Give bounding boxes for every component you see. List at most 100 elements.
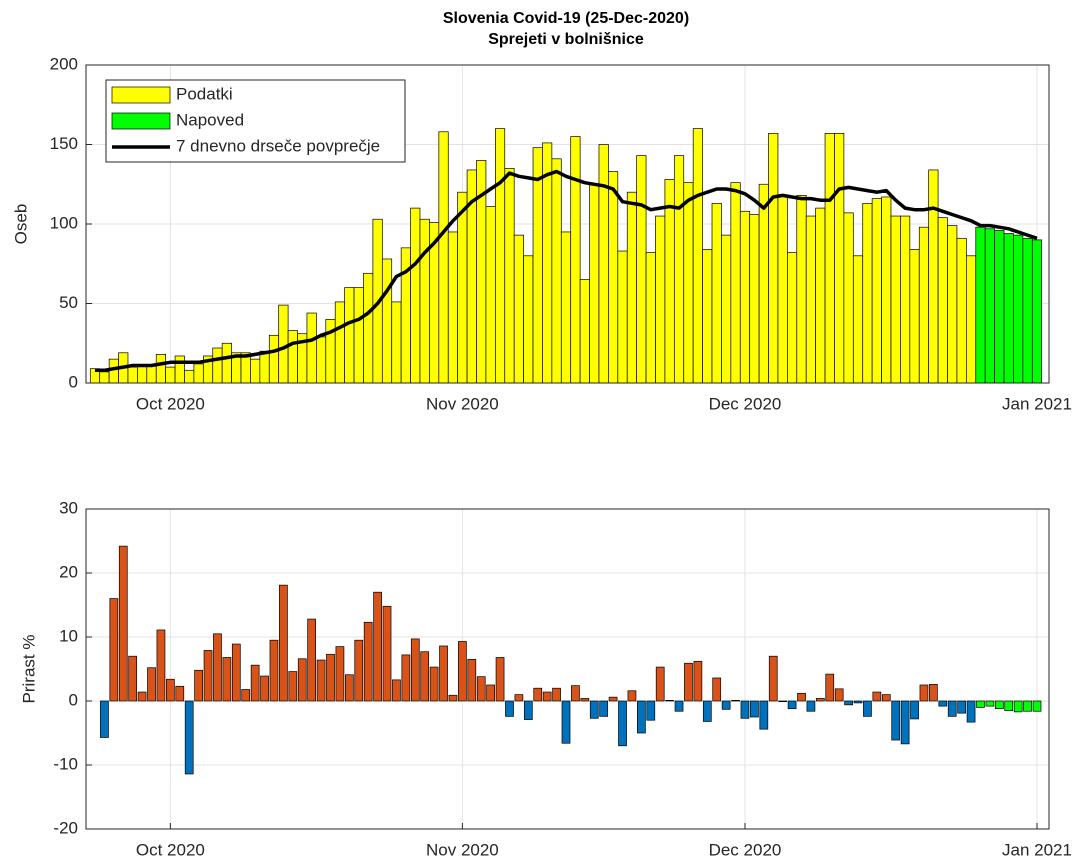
- y-tick-label: 100: [50, 213, 78, 232]
- bar: [618, 700, 627, 747]
- bar: [777, 195, 788, 384]
- x-tick-label: Oct 2020: [136, 394, 205, 413]
- bar: [702, 249, 713, 384]
- bar: [598, 144, 609, 384]
- bar: [965, 255, 977, 384]
- bar: [447, 231, 459, 384]
- bar: [495, 128, 506, 384]
- bar: [476, 676, 486, 702]
- bar: [570, 136, 581, 384]
- bar: [1004, 700, 1014, 711]
- bar: [740, 700, 750, 719]
- x-tick-label: Jan 2021: [1002, 840, 1072, 859]
- bar: [937, 217, 948, 384]
- bar: [542, 691, 552, 702]
- bar: [749, 214, 760, 384]
- bar: [918, 226, 930, 384]
- bar: [1022, 237, 1033, 384]
- bar: [599, 700, 609, 717]
- bar: [985, 700, 995, 707]
- bar: [674, 700, 684, 712]
- bar: [363, 621, 373, 702]
- bar: [758, 183, 769, 384]
- bar: [560, 231, 572, 384]
- bar: [872, 691, 882, 702]
- bar: [203, 650, 213, 702]
- bar: [938, 700, 948, 707]
- bar: [739, 210, 751, 384]
- bar: [165, 366, 176, 384]
- bar: [373, 591, 382, 702]
- bar: [957, 700, 966, 714]
- bar: [213, 633, 222, 702]
- bar: [146, 365, 157, 384]
- bar: [844, 700, 853, 706]
- plot-area: [86, 509, 1049, 829]
- bar: [307, 618, 317, 702]
- bar: [221, 342, 232, 384]
- bar: [778, 700, 788, 702]
- bar: [1031, 239, 1043, 384]
- bar: [363, 272, 374, 384]
- bar: [193, 363, 204, 384]
- bar: [1003, 233, 1014, 384]
- bar: [750, 700, 759, 718]
- bar: [608, 696, 618, 702]
- y-tick-label: 0: [69, 690, 78, 709]
- bar: [683, 182, 694, 384]
- x-tick-label: Nov 2020: [426, 840, 499, 859]
- bar: [721, 234, 732, 384]
- bar: [768, 655, 778, 702]
- chart-subtitle: Sprejeti v bolnišnice: [488, 31, 644, 48]
- x-tick-label: Oct 2020: [136, 840, 205, 859]
- bar: [956, 237, 967, 384]
- bar: [495, 657, 505, 702]
- bar: [702, 700, 712, 722]
- x-tick-label: Dec 2020: [709, 394, 782, 413]
- bar: [891, 700, 901, 741]
- bar: [533, 687, 543, 702]
- bar: [645, 252, 656, 384]
- bar: [128, 655, 138, 702]
- bar: [401, 654, 411, 702]
- y-tick-label: 200: [50, 54, 78, 73]
- bar: [1023, 700, 1032, 712]
- bar: [825, 673, 835, 702]
- x-tick-label: Jan 2021: [1002, 394, 1072, 413]
- bar: [194, 669, 203, 702]
- bar: [268, 334, 280, 384]
- bar: [843, 212, 854, 384]
- bar: [862, 202, 873, 384]
- bar: [316, 659, 326, 702]
- bar: [693, 660, 703, 702]
- bar: [486, 684, 495, 702]
- bar: [354, 639, 364, 702]
- bar: [269, 639, 279, 702]
- bar: [627, 690, 637, 702]
- bar: [928, 169, 939, 384]
- bar: [334, 301, 345, 384]
- bar: [617, 250, 628, 384]
- bar: [306, 312, 317, 384]
- y-tick-label: 10: [59, 626, 78, 645]
- bar: [665, 700, 674, 702]
- bar: [316, 336, 327, 384]
- bar: [410, 207, 421, 384]
- bar: [976, 700, 985, 708]
- y-tick-label: 20: [59, 562, 78, 581]
- bar: [353, 287, 364, 384]
- bar: [485, 206, 496, 384]
- bar: [137, 691, 147, 702]
- bar: [890, 215, 901, 384]
- bar: [947, 700, 957, 717]
- bar: [344, 287, 355, 384]
- bar: [532, 147, 543, 384]
- bar: [99, 371, 110, 384]
- axis-box: [85, 64, 1050, 384]
- bar: [711, 202, 722, 384]
- y-tick-label: 30: [59, 498, 78, 517]
- bar: [684, 662, 693, 702]
- bar: [127, 366, 138, 384]
- legend-key: [111, 112, 171, 130]
- legend-key: [111, 86, 171, 104]
